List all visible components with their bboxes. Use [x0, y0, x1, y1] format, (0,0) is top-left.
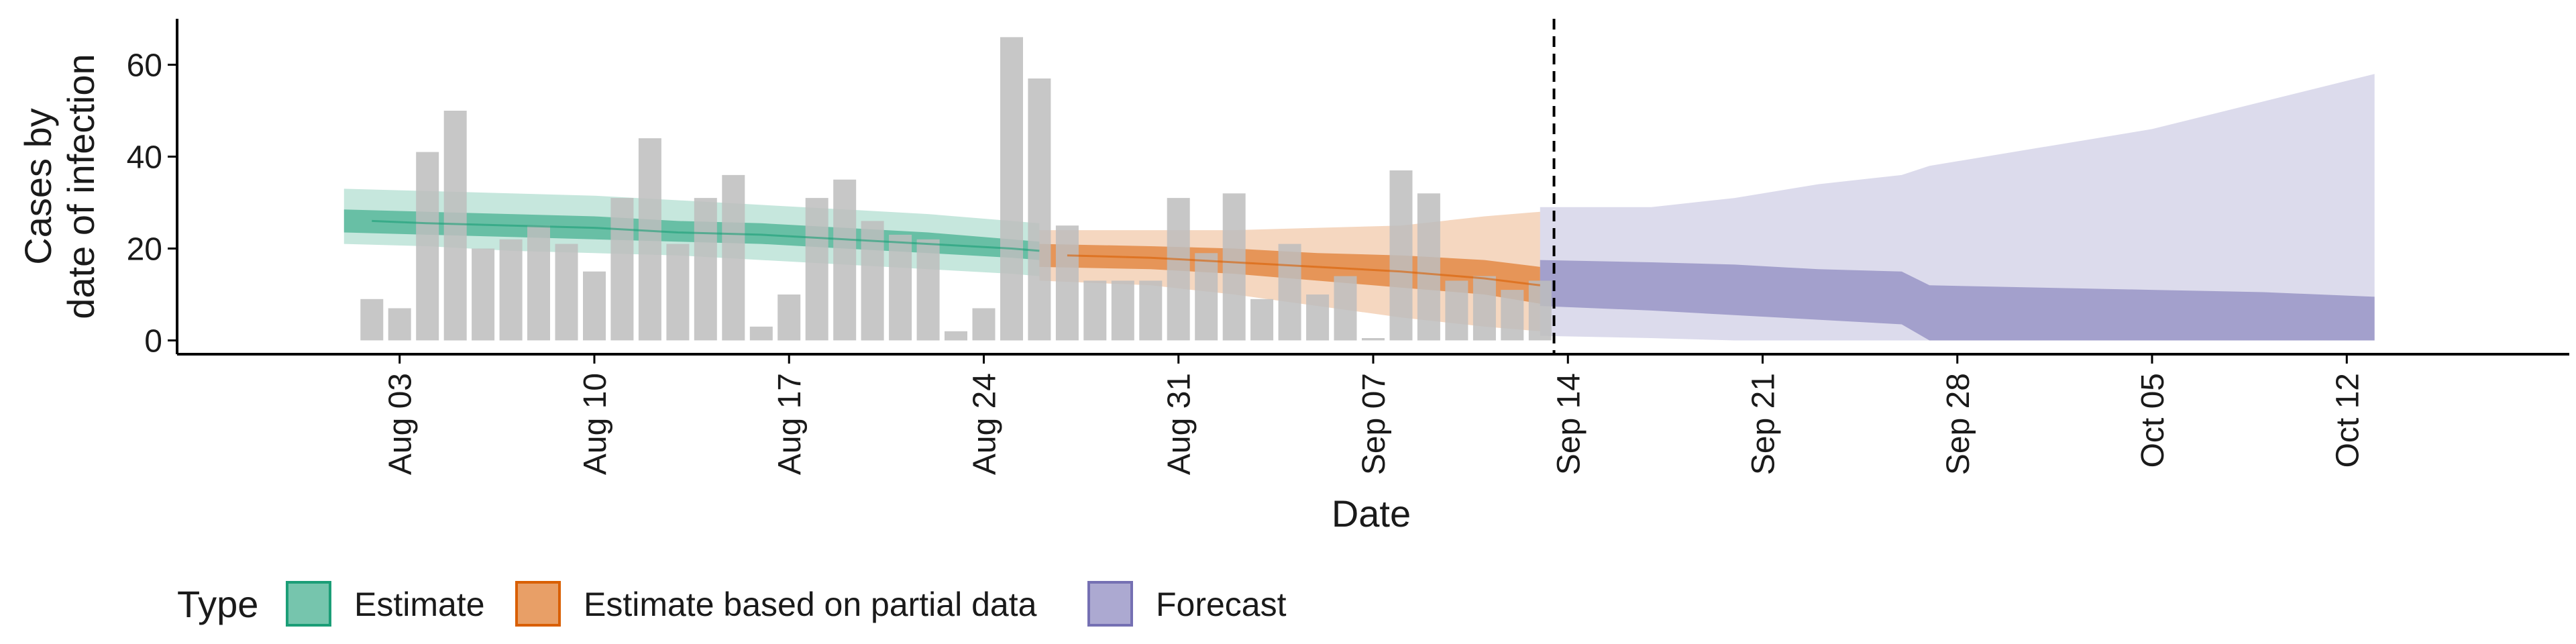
x-tick-label: Aug 31	[1162, 373, 1197, 475]
case-bar	[499, 239, 523, 341]
case-bar	[555, 244, 578, 341]
band-inner-forecast	[1540, 260, 2375, 341]
case-bar	[1111, 280, 1134, 341]
x-tick-label: Aug 17	[772, 373, 808, 475]
case-bar	[472, 248, 495, 341]
case-bar	[1472, 276, 1496, 341]
case-bar	[1334, 276, 1357, 341]
x-axis-label: Date	[1332, 492, 1411, 535]
legend: Type Estimate Estimate based on partial d…	[177, 581, 1287, 627]
case-bar	[805, 198, 828, 341]
case-bar	[972, 308, 996, 341]
median-line-estimate	[372, 219, 1040, 252]
case-bar	[1501, 290, 1524, 341]
x-tick-label: Sep 28	[1941, 373, 1976, 475]
y-tick-label: 40	[127, 140, 162, 175]
y-axis-label-line-1: Cases by	[17, 108, 59, 264]
x-tick-label: Sep 07	[1356, 373, 1392, 475]
x-tick-label: Sep 21	[1746, 373, 1782, 475]
case-bar	[360, 299, 384, 341]
y-axis-ticks: 0 20 40 60	[127, 48, 177, 359]
case-bar	[722, 174, 745, 341]
observed-bars	[360, 37, 1552, 341]
case-bar	[1167, 198, 1190, 341]
case-bar	[1055, 225, 1079, 341]
case-bar	[1083, 280, 1107, 341]
case-bar	[1278, 244, 1301, 341]
legend-swatch-estimate-based-on-partial-data	[515, 581, 561, 627]
x-tick-label: Oct 12	[2330, 373, 2365, 468]
x-axis-ticks: Aug 03 Aug 10 Aug 17 Aug 24 Aug 31 Sep 07 Sep …	[383, 354, 2365, 475]
legend-label-estimate-based-on-partial-data: Estimate based on partial data	[584, 586, 1037, 623]
case-bar	[1028, 78, 1051, 341]
case-bar	[1000, 37, 1023, 341]
case-bar	[1362, 338, 1385, 341]
case-bar	[1389, 170, 1413, 341]
case-bar	[916, 239, 940, 341]
case-bar	[1528, 280, 1552, 341]
case-bar	[1139, 280, 1163, 341]
case-bar	[583, 271, 606, 341]
case-bar	[749, 326, 773, 341]
x-tick-label: Oct 05	[2135, 373, 2171, 468]
case-bar	[1222, 193, 1246, 341]
y-tick-label: 60	[127, 48, 162, 83]
case-bar	[610, 198, 634, 341]
x-tick-label: Aug 03	[383, 373, 419, 475]
case-bar	[1306, 294, 1330, 341]
x-tick-label: Aug 24	[967, 373, 1003, 475]
case-bar	[777, 294, 801, 341]
median-line-estimate-based-on-partial-data	[1067, 254, 1540, 286]
case-bar	[1417, 193, 1440, 341]
case-bar	[527, 225, 550, 341]
case-bar	[1445, 280, 1468, 341]
legend-label-estimate: Estimate	[354, 586, 485, 623]
case-bar	[1195, 253, 1218, 341]
case-bar	[443, 111, 467, 341]
case-bar	[666, 244, 690, 341]
legend-swatch-forecast	[1087, 581, 1133, 627]
case-bar	[388, 308, 411, 341]
case-bar	[1250, 299, 1274, 341]
legend-title: Type	[177, 583, 258, 625]
estimate-medians	[372, 219, 1540, 286]
x-tick-label: Sep 14	[1551, 373, 1587, 475]
legend-swatch-estimate	[286, 581, 331, 627]
plot-area: 0 20 40 60 Aug 03 Aug 10 Aug 17 Aug 24 Aug 31 Se…	[127, 19, 2569, 475]
y-tick-label: 0	[144, 323, 162, 359]
case-bar	[861, 221, 884, 341]
case-bar	[638, 138, 661, 341]
case-bar	[416, 152, 439, 341]
case-bar	[945, 331, 967, 341]
case-bar	[833, 179, 857, 341]
y-axis-label-line-2: date of infection	[60, 54, 102, 319]
case-bar	[889, 234, 912, 341]
case-bar	[694, 198, 717, 341]
y-tick-label: 20	[127, 231, 162, 267]
legend-label-forecast: Forecast	[1156, 586, 1287, 623]
x-tick-label: Aug 10	[578, 373, 613, 475]
